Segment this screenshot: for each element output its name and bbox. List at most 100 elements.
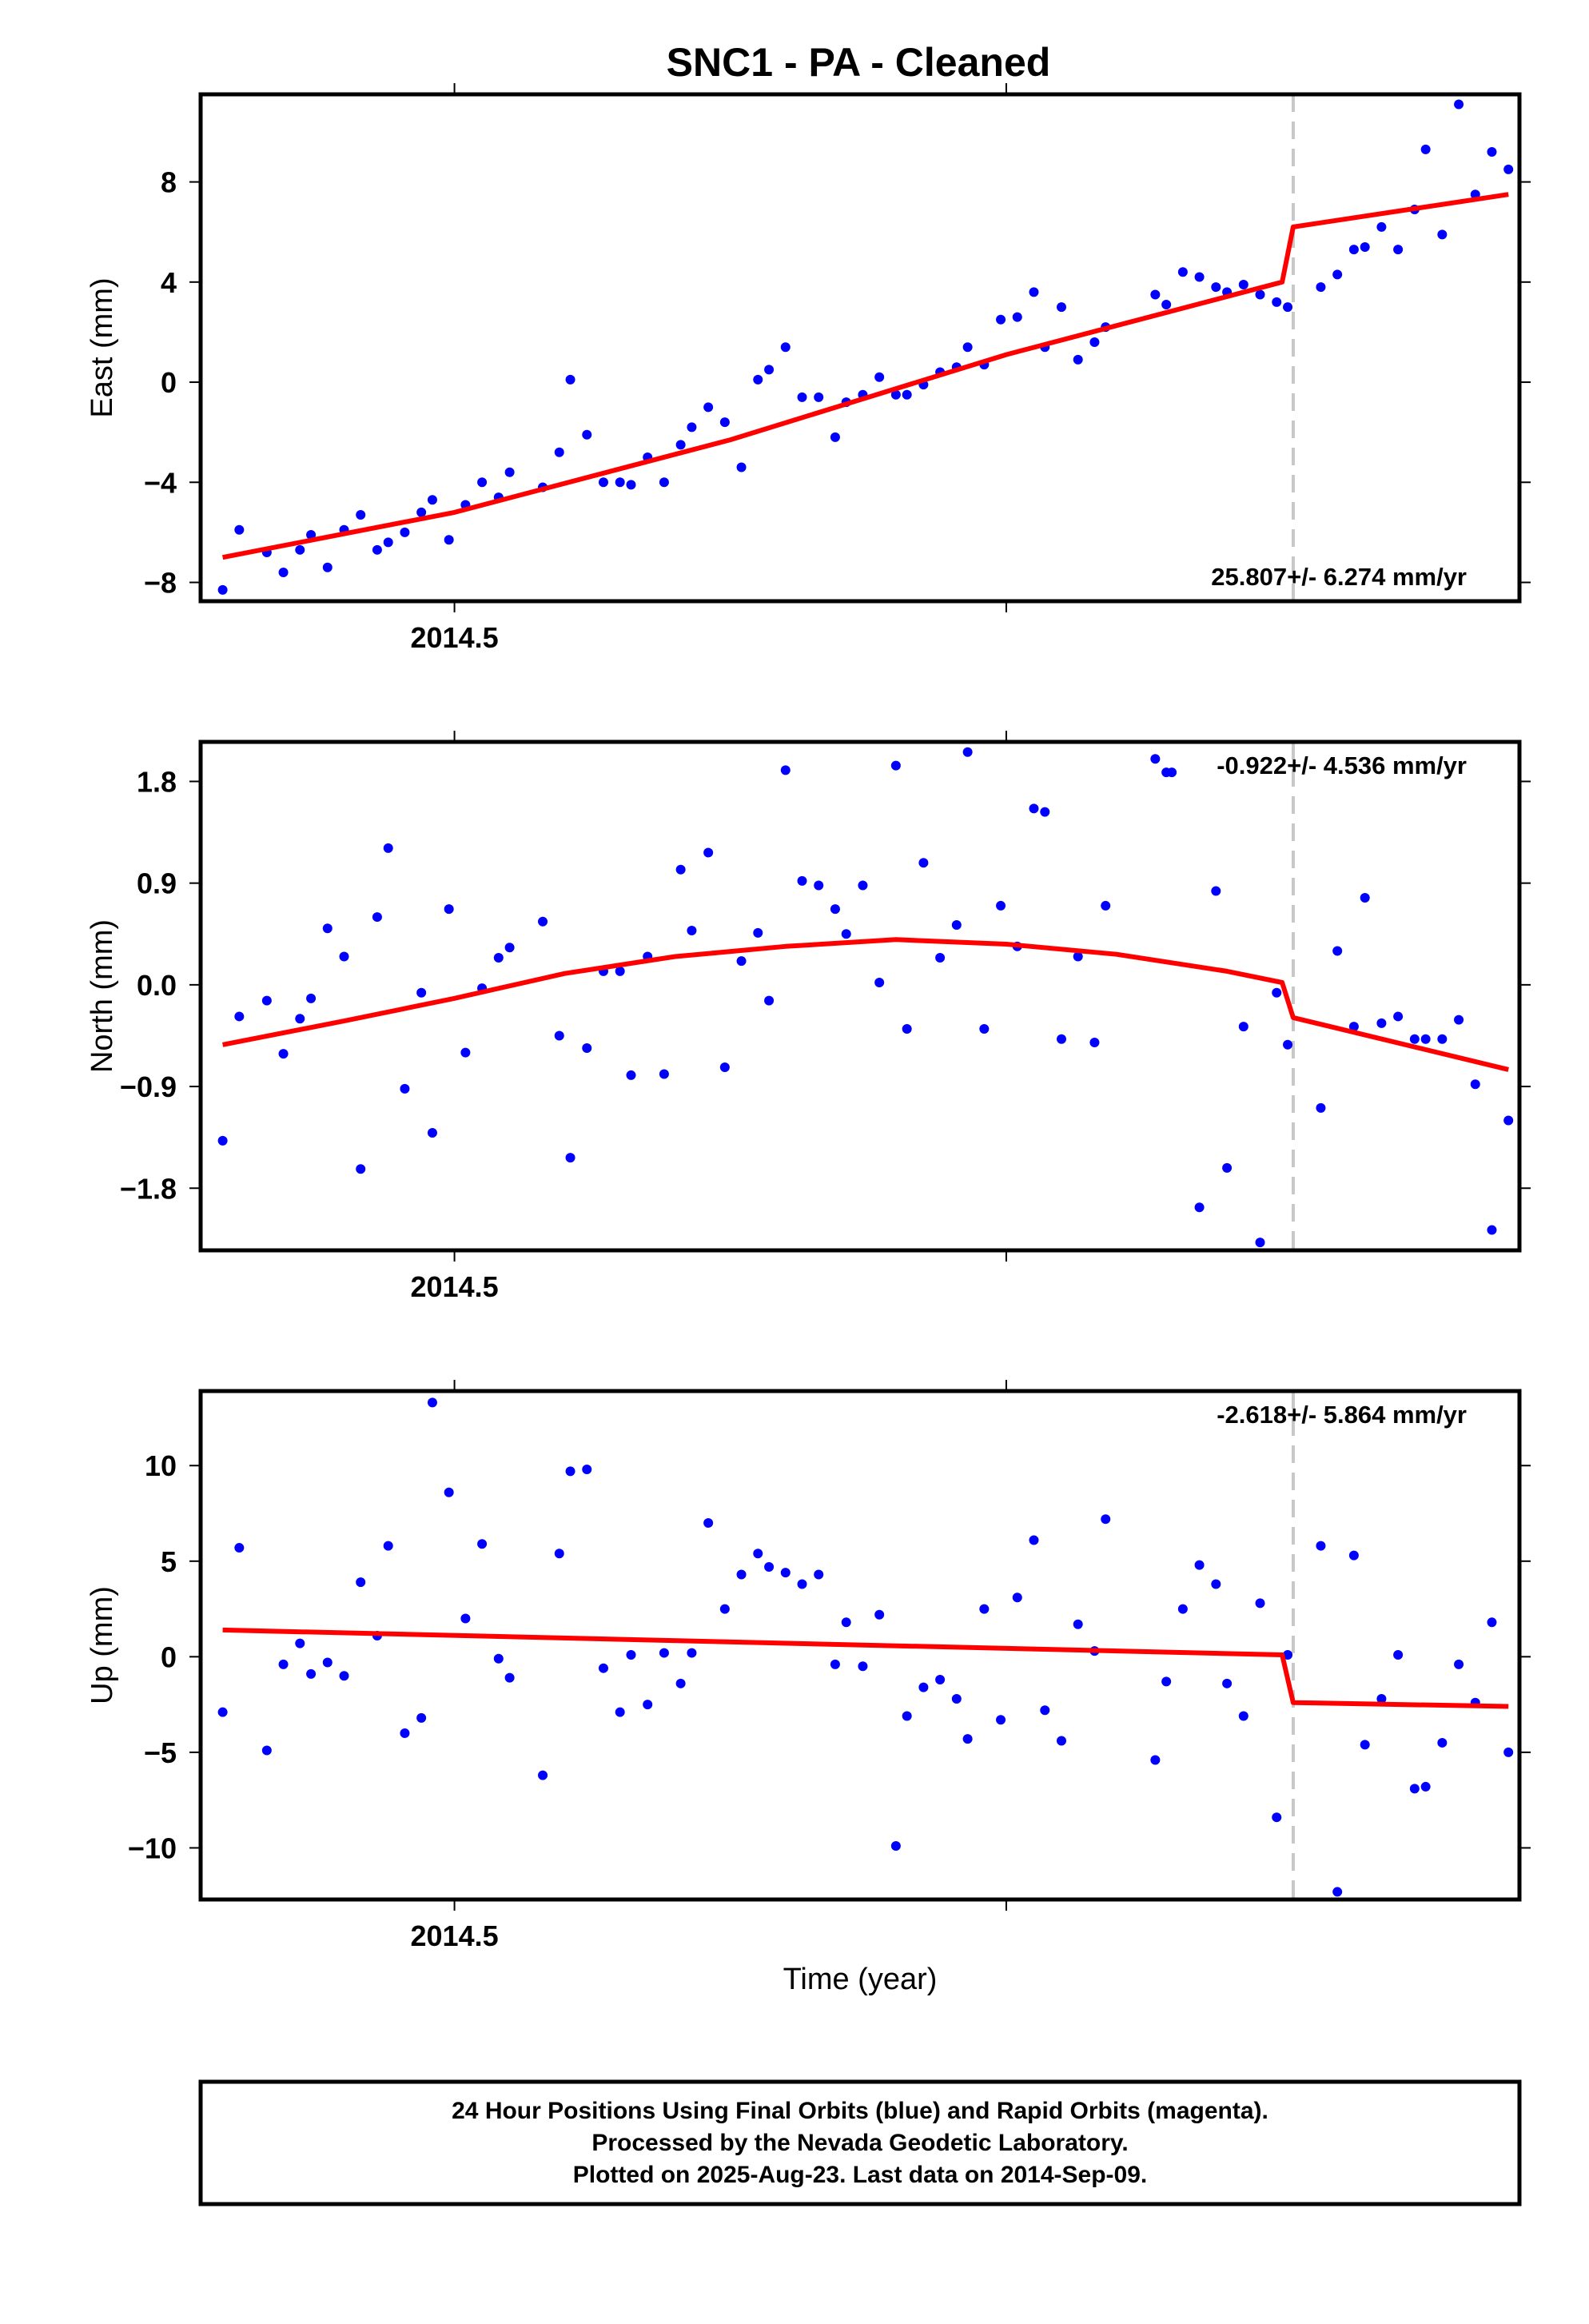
up-data-point [935,1675,946,1685]
north-data-point [814,880,824,891]
north-data-point [918,858,929,868]
up-ytick-label: −10 [128,1832,177,1864]
north-data-point [1393,1011,1404,1022]
east-data-point [1420,144,1431,154]
east-data-point [372,544,382,555]
east-data-point [814,392,824,402]
east-data-point [477,477,488,488]
north-data-point [1348,1022,1359,1032]
up-data-point [753,1549,763,1559]
east-data-point [1283,302,1293,313]
east-data-point [890,389,901,400]
east-data-point [1376,221,1387,232]
north-ytick-label: −0.9 [120,1070,177,1103]
north-data-point [659,1069,669,1079]
up-data-point [565,1466,575,1477]
east-data-point [427,495,437,505]
up-data-point [902,1711,912,1721]
north-data-point [565,1153,575,1163]
north-y-axis-label: North (mm) [86,919,119,1073]
footer-line-2: Processed by the Nevada Geodetic Laborat… [591,2130,1128,2156]
up-data-point [339,1671,349,1681]
east-ytick-label: 0 [161,366,177,399]
north-data-point [400,1083,410,1094]
up-data-point [814,1569,824,1580]
east-data-point [217,584,228,595]
up-data-point [1487,1617,1497,1628]
up-data-point [1503,1747,1514,1757]
east-data-point [1393,245,1404,255]
east-data-point [830,432,840,442]
east-fit-line [222,192,1509,560]
up-data-point [400,1728,410,1738]
east-panel: −8 −4 0 4 8 2014.5 East (mm) 25.807+/- 6.274 mm… [86,83,1531,654]
up-x-axis-label: Time (year) [783,1963,938,1996]
north-data-point [719,1062,730,1073]
east-data-point [1177,267,1188,277]
east-data-point [902,389,912,400]
footer-box: 24 Hour Positions Using Final Orbits (bl… [198,2079,1522,2206]
north-data-point [339,951,349,962]
north-data-point [1420,1034,1431,1044]
up-data-point [643,1700,653,1710]
east-rate-label: 25.807+/- 6.274 mm/yr [1211,563,1467,591]
up-data-point [1393,1649,1404,1660]
up-data-point [1437,1737,1448,1748]
up-data-point [1177,1604,1188,1614]
up-data-point [1029,1535,1039,1545]
up-data-point [322,1657,333,1668]
east-y-axis-label: East (mm) [86,277,119,417]
north-data-point [736,956,747,967]
east-data-point [1255,289,1265,300]
up-data-point [538,1770,548,1780]
north-data-point [1437,1034,1448,1044]
north-data-point [1222,1162,1233,1173]
east-data-point [1348,245,1359,255]
north-ytick-label: −1.8 [120,1172,177,1205]
up-data-point [1194,1560,1205,1570]
up-data-point [858,1661,868,1672]
up-data-point [234,1543,245,1553]
east-data-point [444,535,454,545]
north-data-point [1503,1115,1514,1126]
up-data-point [626,1649,636,1660]
up-data-point [841,1617,851,1628]
up-ytick-label: 10 [145,1449,177,1482]
east-data-point [504,467,515,477]
footer-line-1: 24 Hour Positions Using Final Orbits (bl… [452,2098,1268,2124]
up-data-point [979,1604,990,1614]
north-data-point [217,1135,228,1146]
east-data-point [736,462,747,472]
up-data-point [1222,1678,1233,1688]
north-data-point [780,765,791,775]
north-data-point [278,1049,289,1059]
up-data-point [1211,1579,1221,1589]
east-data-point [383,537,393,548]
north-data-point [1409,1034,1420,1044]
east-xtick-label: 2014.5 [411,621,499,654]
north-data-point [538,916,548,927]
east-data-point [962,342,973,353]
north-data-point [1332,946,1343,956]
north-data-point [504,943,515,953]
north-data-point [1194,1202,1205,1213]
east-data-point [615,477,625,488]
north-data-point [322,923,333,934]
east-data-point [659,477,669,488]
up-data-point [703,1517,714,1528]
east-data-point [626,480,636,490]
north-ytick-label: 0.9 [137,867,177,900]
north-data-point [1150,754,1161,764]
north-data-point [356,1164,366,1174]
up-data-point [383,1541,393,1551]
up-data-point [918,1682,929,1692]
east-data-point [719,417,730,428]
up-data-point [951,1693,962,1704]
up-data-point [1056,1736,1066,1746]
east-data-point [1238,279,1248,289]
up-data-point [780,1568,791,1578]
north-ytick-label: 1.8 [137,765,177,798]
north-data-point [703,847,714,858]
north-data-point [1470,1079,1480,1090]
north-data-point [1089,1037,1100,1047]
